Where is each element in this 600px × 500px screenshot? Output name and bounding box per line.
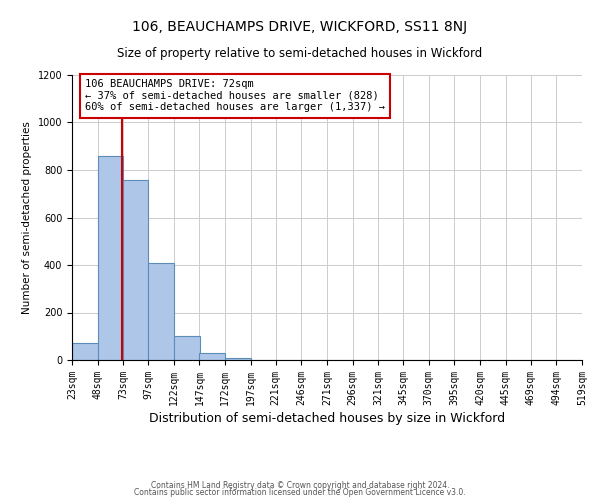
Bar	[199, 354, 225, 360]
Y-axis label: Number of semi-detached properties: Number of semi-detached properties	[22, 121, 32, 314]
Text: 106, BEAUCHAMPS DRIVE, WICKFORD, SS11 8NJ: 106, BEAUCHAMPS DRIVE, WICKFORD, SS11 8N…	[133, 20, 467, 34]
Text: Contains public sector information licensed under the Open Government Licence v3: Contains public sector information licen…	[134, 488, 466, 497]
Text: Contains HM Land Registry data © Crown copyright and database right 2024.: Contains HM Land Registry data © Crown c…	[151, 480, 449, 490]
Bar	[148, 262, 174, 360]
Bar	[72, 344, 98, 360]
Bar	[98, 156, 124, 360]
X-axis label: Distribution of semi-detached houses by size in Wickford: Distribution of semi-detached houses by …	[149, 412, 505, 425]
Text: Size of property relative to semi-detached houses in Wickford: Size of property relative to semi-detach…	[118, 48, 482, 60]
Bar	[225, 358, 251, 360]
Bar	[124, 180, 148, 360]
Text: 106 BEAUCHAMPS DRIVE: 72sqm
← 37% of semi-detached houses are smaller (828)
60% : 106 BEAUCHAMPS DRIVE: 72sqm ← 37% of sem…	[85, 80, 385, 112]
Bar	[174, 336, 199, 360]
